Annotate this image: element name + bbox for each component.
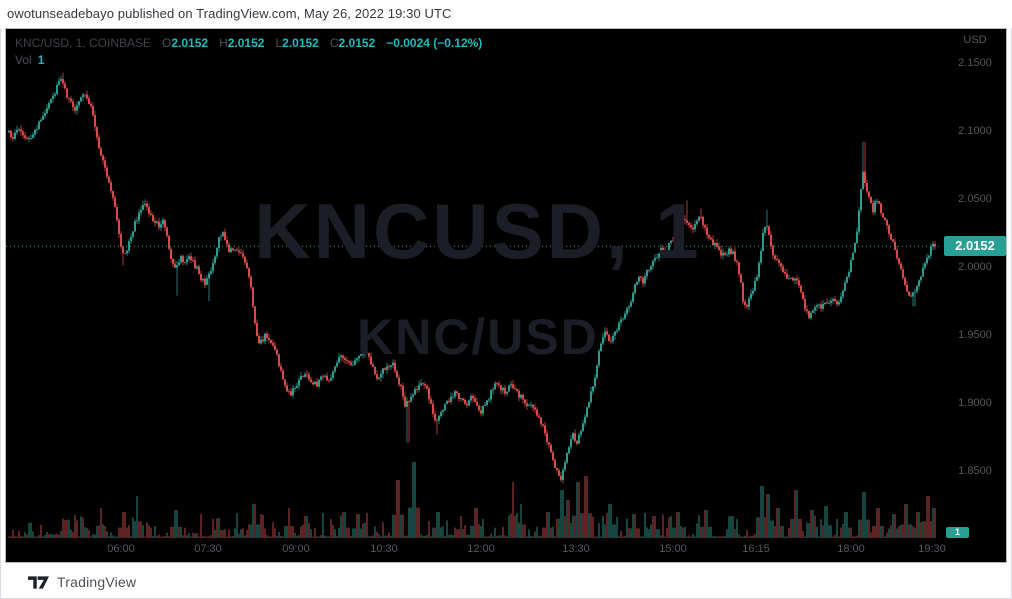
price-tick-1.8500: 1.8500 — [958, 464, 992, 477]
volume-label: Vol — [15, 53, 32, 67]
attribution-text: owotunseadebayo published on TradingView… — [7, 6, 452, 21]
price-tick-2.1500: 2.1500 — [958, 56, 992, 69]
volume-value: 1 — [37, 53, 45, 67]
time-tick-18:00: 18:00 — [837, 543, 865, 555]
symbol-title[interactable]: KNC/USD, 1, COINBASE — [15, 36, 152, 50]
time-tick-16:15: 16:15 — [742, 543, 770, 555]
change-value: −0.0024 (−0.12%) — [386, 36, 483, 50]
time-tick-09:00: 09:00 — [282, 543, 310, 555]
attribution-bar: owotunseadebayo published on TradingView… — [0, 0, 1012, 28]
last-price-badge: 2.0152 — [944, 236, 1006, 257]
candlestick-plot[interactable] — [6, 29, 1008, 564]
time-tick-07:30: 07:30 — [194, 543, 222, 555]
volume-legend: Vol 1 — [15, 53, 44, 67]
price-tick-2.0000: 2.0000 — [958, 260, 992, 273]
low-value: L2.0152 — [275, 36, 319, 50]
time-tick-10:30: 10:30 — [370, 543, 398, 555]
time-tick-12:00: 12:00 — [467, 543, 495, 555]
open-value: O2.0152 — [162, 36, 209, 50]
price-tick-1.9000: 1.9000 — [958, 396, 992, 409]
price-tick-1.9500: 1.9500 — [958, 328, 992, 341]
price-tick-2.0500: 2.0500 — [958, 192, 992, 205]
time-tick-19:30: 19:30 — [918, 543, 946, 555]
tradingview-logo-icon[interactable] — [28, 575, 49, 590]
brand-name[interactable]: TradingView — [57, 574, 137, 590]
high-value: H2.0152 — [219, 36, 265, 50]
time-tick-13:30: 13:30 — [562, 543, 590, 555]
time-axis[interactable]: 06:00 07:30 09:00 10:30 12:00 13:30 15:00 16:15… — [6, 543, 946, 563]
volume-badge: 1 — [946, 527, 969, 538]
time-tick-15:00: 15:00 — [659, 543, 687, 555]
chart-panel[interactable]: KNCUSD, 1 KNC/USD KNC/USD, 1, COINBASE O… — [5, 28, 1007, 563]
time-tick-06:00: 06:00 — [107, 543, 135, 555]
symbol-legend: KNC/USD, 1, COINBASE O2.0152 H2.0152 L2.… — [15, 36, 482, 50]
close-value: C2.0152 — [329, 36, 376, 50]
price-tick-2.1000: 2.1000 — [958, 124, 992, 137]
currency-label: USD — [963, 34, 987, 46]
footer: TradingView — [28, 574, 136, 590]
